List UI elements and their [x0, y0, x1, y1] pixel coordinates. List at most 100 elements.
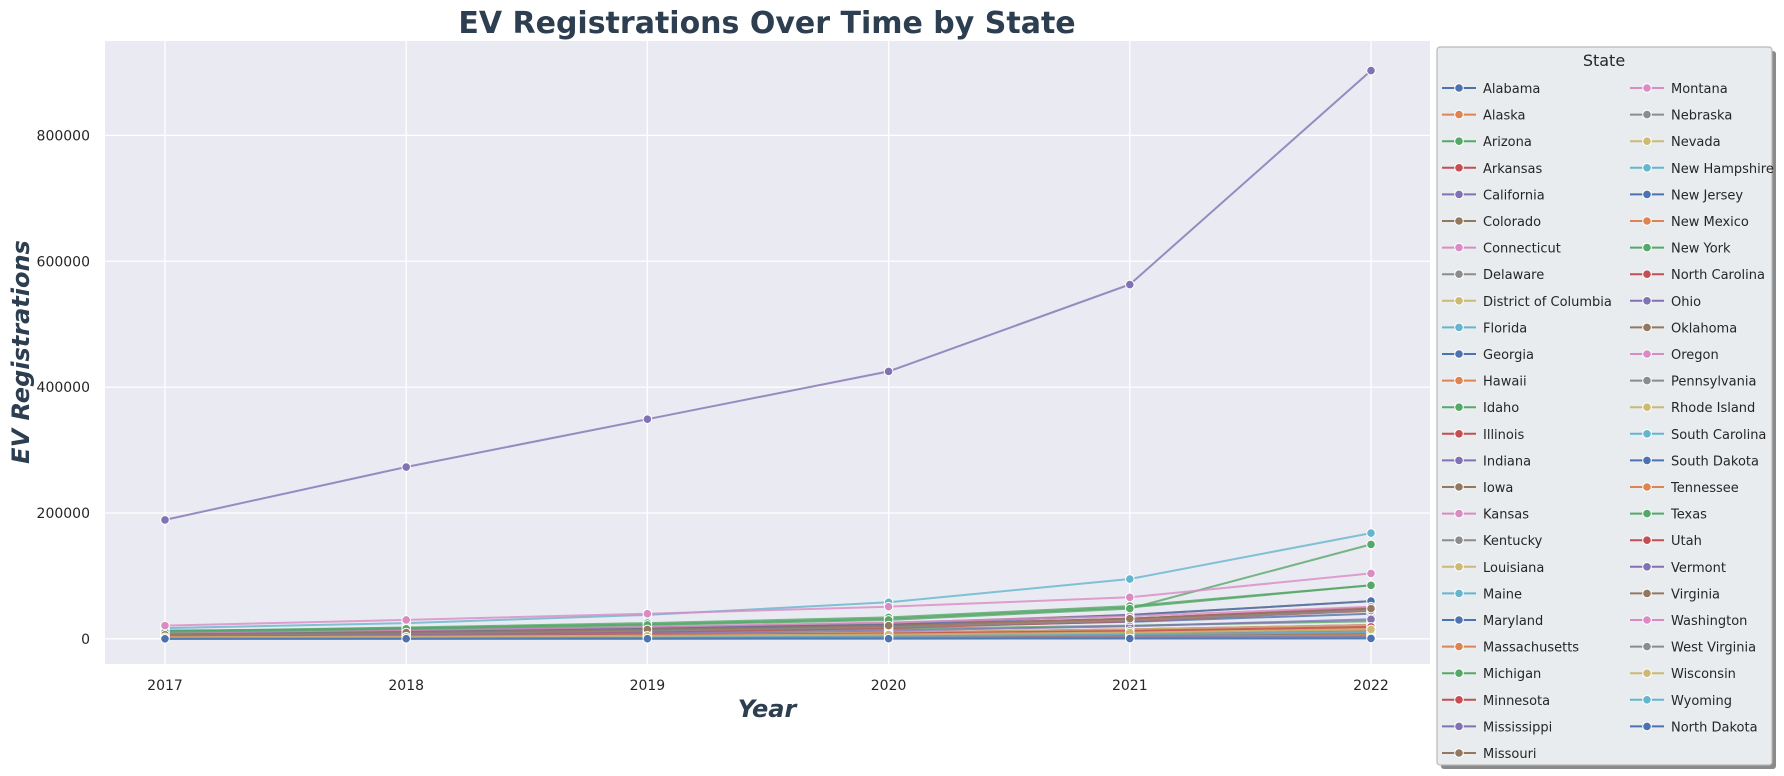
series-lines — [160, 65, 1376, 644]
x-tick-label: 2022 — [1353, 678, 1389, 694]
legend-label: Wyoming — [1671, 694, 1732, 709]
legend-entry: Louisiana — [1442, 561, 1544, 576]
legend-swatch-marker — [1454, 83, 1464, 93]
legend-entry: Missouri — [1442, 747, 1537, 762]
legend-swatch-marker — [1642, 83, 1652, 93]
data-point — [883, 620, 894, 631]
legend-entry: Alaska — [1442, 109, 1526, 124]
data-point — [1125, 603, 1135, 614]
legend-entry: Arkansas — [1442, 162, 1542, 177]
legend-swatch-marker — [1454, 109, 1464, 120]
legend-label: Missouri — [1483, 747, 1537, 762]
legend-swatch-marker — [1454, 615, 1464, 625]
series-line — [164, 543, 1372, 633]
legend-entry: Indiana — [1442, 454, 1531, 469]
legend-swatch-marker — [1454, 242, 1464, 253]
legend-swatch-marker — [1454, 562, 1464, 572]
legend-swatch-marker — [1642, 535, 1652, 546]
legend-swatch-marker — [1454, 296, 1464, 306]
legend-swatch-marker — [1642, 508, 1652, 519]
series-line — [164, 532, 1372, 630]
legend-entry: Utah — [1630, 534, 1702, 549]
x-tick-label: 2021 — [1112, 678, 1148, 694]
data-point — [1366, 539, 1376, 550]
legend-swatch-marker — [1642, 562, 1652, 572]
legend-entry: Colorado — [1442, 215, 1541, 230]
legend-swatch-marker — [1642, 242, 1652, 253]
legend-swatch-marker — [1642, 296, 1652, 306]
legend-label: Delaware — [1483, 268, 1544, 283]
series-california — [160, 65, 1376, 525]
legend-label: Pennsylvania — [1671, 375, 1756, 390]
legend-swatch-marker — [1454, 695, 1464, 705]
legend-swatch-marker — [1642, 695, 1652, 705]
data-point — [642, 633, 653, 644]
legend-label: Kansas — [1483, 508, 1529, 523]
legend-label: Alaska — [1483, 109, 1526, 124]
series-line — [164, 618, 1372, 637]
x-tick-label: 2020 — [871, 678, 907, 694]
y-tick-label: 0 — [81, 632, 90, 648]
series-line — [164, 605, 1372, 634]
legend: State Alabama Alaska Arizona Arkansas Califo… — [1436, 46, 1776, 769]
legend-label: Maine — [1483, 587, 1522, 602]
legend-entry: Texas — [1630, 508, 1707, 523]
legend-entry: Nebraska — [1630, 109, 1732, 124]
legend-label: Kentucky — [1483, 534, 1543, 549]
legend-label: Michigan — [1483, 667, 1541, 682]
legend-entry: District of Columbia — [1442, 295, 1612, 310]
legend-swatch-marker — [1642, 721, 1652, 732]
legend-label: North Carolina — [1671, 268, 1765, 283]
legend-swatch-marker — [1642, 163, 1652, 173]
legend-label: Montana — [1671, 82, 1728, 97]
legend-swatch-marker — [1642, 615, 1652, 625]
legend-entry: Mississippi — [1442, 720, 1552, 735]
data-point — [1125, 279, 1135, 290]
data-point — [1125, 633, 1135, 644]
x-tick-label: 2018 — [388, 678, 424, 694]
legend-entry: Kentucky — [1442, 534, 1543, 549]
legend-entry: Ohio — [1630, 295, 1701, 310]
legend-label: Idaho — [1483, 401, 1519, 416]
legend-entry: North Carolina — [1630, 268, 1765, 283]
legend-label: Connecticut — [1483, 242, 1561, 257]
legend-entry: California — [1442, 188, 1545, 203]
legend-swatch-marker — [1454, 482, 1464, 492]
legend-entry: Florida — [1442, 321, 1527, 336]
data-point — [642, 414, 653, 425]
legend-entry: Vermont — [1630, 561, 1726, 576]
data-point — [1366, 603, 1376, 614]
legend-entry: Rhode Island — [1630, 401, 1755, 416]
y-tick-label: 400000 — [37, 380, 90, 396]
legend-swatch-marker — [1642, 668, 1652, 679]
legend-label: Alabama — [1483, 82, 1540, 97]
legend-swatch-marker — [1454, 349, 1464, 359]
legend-entry: Arizona — [1442, 135, 1532, 150]
legend-entry: Montana — [1630, 82, 1728, 97]
data-point — [401, 633, 412, 644]
legend-label: Illinois — [1483, 428, 1524, 443]
legend-label: Arizona — [1483, 135, 1532, 150]
legend-swatch-marker — [1642, 375, 1652, 386]
legend-label: Nebraska — [1671, 109, 1732, 124]
legend-label: Indiana — [1483, 454, 1531, 469]
legend-title: State — [1583, 51, 1625, 70]
legend-swatch-marker — [1642, 429, 1652, 439]
legend-swatch-marker — [1454, 508, 1464, 519]
legend-label: South Carolina — [1671, 428, 1766, 443]
legend-entry: Hawaii — [1442, 375, 1527, 390]
legend-label: North Dakota — [1671, 720, 1758, 735]
legend-entry: Massachusetts — [1442, 641, 1579, 656]
data-point — [883, 633, 894, 644]
legend-label: Oregon — [1671, 348, 1719, 363]
legend-label: Massachusetts — [1483, 641, 1579, 656]
legend-label: Colorado — [1483, 215, 1541, 230]
legend-swatch-marker — [1454, 322, 1464, 333]
legend-label: New Jersey — [1671, 188, 1743, 203]
data-point — [1366, 528, 1376, 538]
legend-entry: New Mexico — [1630, 215, 1749, 230]
legend-entry: South Carolina — [1630, 428, 1766, 443]
legend-swatch-marker — [1642, 588, 1652, 599]
legend-swatch-marker — [1454, 163, 1464, 173]
